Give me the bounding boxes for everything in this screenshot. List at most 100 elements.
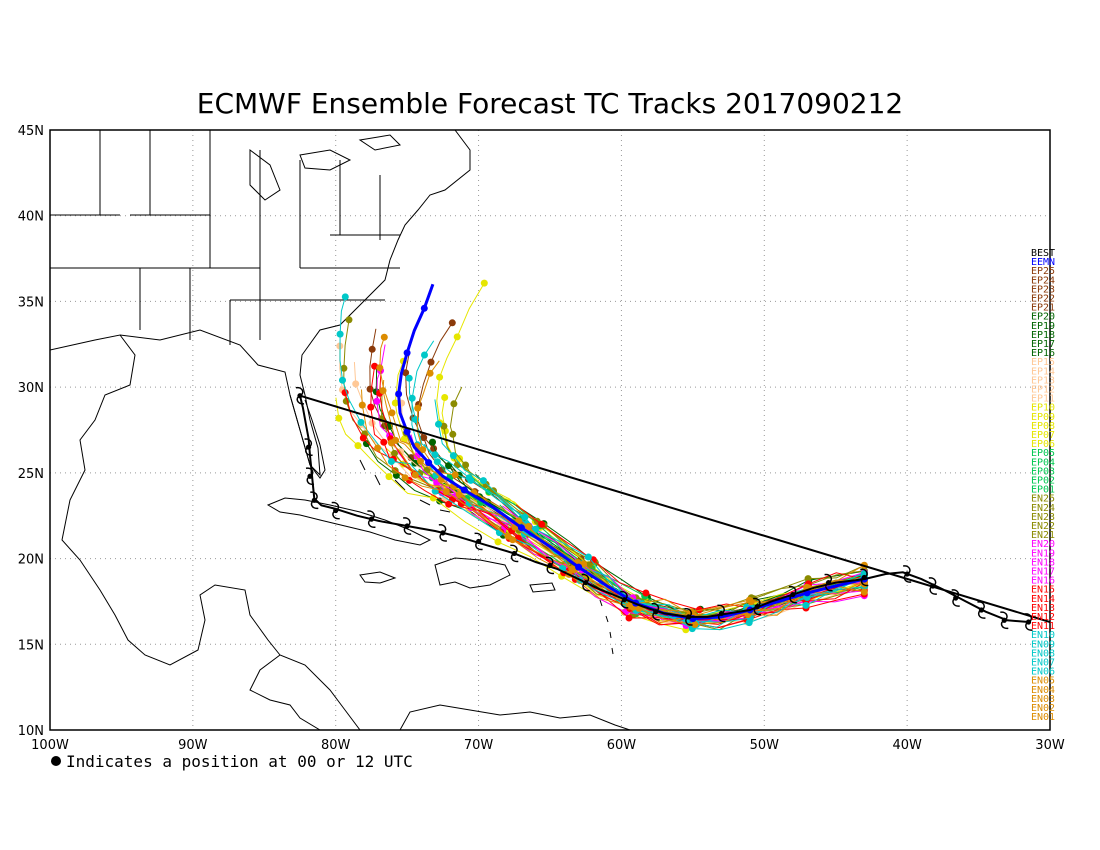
member-track-point <box>336 330 344 338</box>
best-track-point <box>333 507 339 514</box>
member-track-line <box>382 379 865 617</box>
legend-entry: EP12 <box>1031 385 1055 396</box>
member-track-point <box>380 438 388 446</box>
ensemble-mean-point <box>460 486 468 494</box>
member-track-point <box>426 369 434 377</box>
lat-tick-label: 15N <box>18 638 44 653</box>
ensemble-mean-point <box>395 390 403 398</box>
member-track-point <box>440 422 448 430</box>
legend-entry: EN06 <box>1031 667 1055 678</box>
member-track-line <box>461 503 865 629</box>
legend-entry: EP18 <box>1031 330 1055 341</box>
lat-tick-label: 40N <box>18 210 44 225</box>
south-america-coastline <box>399 704 631 730</box>
member-track-point <box>451 471 459 479</box>
member-track-point <box>414 404 422 412</box>
legend-entry: EP06 <box>1031 439 1055 450</box>
member-track-point <box>368 419 376 427</box>
member-track-point <box>480 279 488 287</box>
legend-entry: EP11 <box>1031 394 1055 405</box>
lon-tick-label: 70W <box>464 738 494 753</box>
member-track-point <box>358 401 366 409</box>
member-track-point <box>391 449 398 457</box>
member-track-point <box>427 358 435 366</box>
hispaniola-island <box>434 557 511 589</box>
best-track-point <box>754 603 760 610</box>
best-track-point <box>404 523 410 529</box>
lon-tick-label: 100W <box>31 738 69 753</box>
member-track-point <box>584 553 592 561</box>
ensemble-mean-point <box>575 563 583 571</box>
member-track-point <box>385 473 393 481</box>
legend-entry: EP17 <box>1031 339 1055 350</box>
lat-tick-label: 10N <box>18 724 44 739</box>
legend-entry: EN09 <box>1031 639 1055 650</box>
best-track-point <box>978 607 985 613</box>
lon-tick-label: 90W <box>178 738 208 753</box>
legend-entry: EN03 <box>1031 694 1055 705</box>
best-track-point <box>790 591 796 598</box>
best-track-point <box>297 393 303 399</box>
jamaica-island <box>359 571 397 584</box>
legend-entry: EP24 <box>1031 275 1055 286</box>
member-track-point <box>691 621 699 628</box>
ensemble-mean-line <box>397 283 865 621</box>
legend-entry: EN07 <box>1031 658 1055 669</box>
member-track-point <box>747 598 755 606</box>
lon-tick-label: 80W <box>321 738 351 753</box>
member-track-point <box>401 474 409 482</box>
member-track-point <box>387 458 395 465</box>
ensemble-mean-point <box>517 524 525 532</box>
best-track-point <box>653 609 659 615</box>
legend-entry: EN19 <box>1031 548 1055 559</box>
member-track-point <box>408 394 416 402</box>
member-track-point <box>802 601 810 609</box>
member-track-line <box>416 360 865 626</box>
cuba-island <box>266 497 432 546</box>
member-track-point <box>352 380 360 388</box>
member-track-point <box>448 319 456 327</box>
member-track-point <box>585 561 593 569</box>
member-track-point <box>335 414 343 422</box>
best-track-point <box>368 516 375 522</box>
best-track-point <box>1001 617 1007 623</box>
legend-entry: EN17 <box>1031 567 1055 578</box>
best-track-point <box>440 530 446 536</box>
member-track-point <box>525 523 533 530</box>
legend-entry: EP01 <box>1031 485 1055 496</box>
member-track-line <box>361 389 865 621</box>
member-track-point <box>367 403 375 411</box>
position-dot-icon <box>51 756 61 766</box>
member-track-line <box>436 282 865 621</box>
member-track-point <box>379 387 387 395</box>
best-track-point <box>511 550 517 557</box>
best-track-point <box>825 579 832 586</box>
member-track-point <box>417 457 424 465</box>
member-track-point <box>366 385 374 393</box>
member-track-point <box>695 606 703 614</box>
legend-entry: EN11 <box>1031 621 1055 632</box>
lon-tick-label: 50W <box>750 738 780 753</box>
legend-entry: EP09 <box>1031 412 1055 423</box>
axis-ticks: 100W 90W 80W 70W 60W 50W 40W 30W 10N 15N 20N 25N 30N… <box>18 124 1065 753</box>
legend-entry: EP13 <box>1031 375 1055 386</box>
legend-entry: EN24 <box>1031 503 1055 514</box>
best-track-point <box>311 497 317 503</box>
member-track-point <box>521 513 529 521</box>
member-track-point <box>465 474 473 482</box>
member-track-point <box>341 293 349 301</box>
lon-tick-label: 60W <box>607 738 637 753</box>
member-track-point <box>860 588 868 596</box>
legend-entry: EP03 <box>1031 466 1055 477</box>
legend-entry: EP14 <box>1031 366 1055 377</box>
great-lakes <box>249 134 402 201</box>
lat-tick-label: 25N <box>18 467 44 482</box>
member-track-point <box>538 520 546 528</box>
best-track <box>295 386 1050 631</box>
lat-tick-label: 30N <box>18 381 44 396</box>
legend-entry: EN25 <box>1031 494 1055 505</box>
ensemble-mean-point <box>403 349 411 357</box>
best-track-point <box>904 571 910 577</box>
bahamas-islands <box>359 459 451 513</box>
member-track-point <box>442 488 450 496</box>
